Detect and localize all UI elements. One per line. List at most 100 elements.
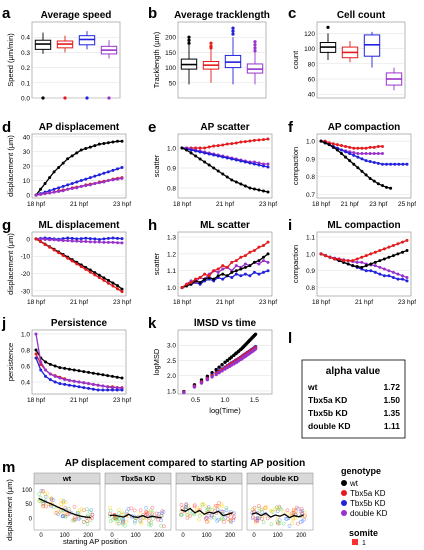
data-point	[376, 161, 380, 165]
data-point	[197, 508, 202, 512]
data-point	[387, 255, 391, 259]
data-point	[130, 514, 135, 519]
box-outlier	[209, 41, 213, 45]
data-point	[61, 237, 65, 241]
data-point	[37, 492, 42, 496]
data-point	[52, 190, 56, 194]
data-point	[111, 168, 115, 172]
data-point	[97, 276, 101, 280]
data-point	[382, 267, 386, 271]
data-point	[180, 286, 184, 290]
data-point	[124, 509, 129, 514]
alpha-table: l alpha value wt 1.72 Tbx5a KD 1.50 Tbx5b KD 1.…	[288, 330, 406, 439]
x-tick-label: 21 hpf	[341, 201, 359, 208]
data-point	[239, 159, 243, 163]
panel-label: k	[148, 315, 157, 332]
data-point	[356, 152, 360, 156]
data-point	[93, 144, 97, 148]
data-point	[214, 367, 218, 372]
data-point	[217, 501, 221, 505]
data-point	[87, 382, 91, 386]
data-point	[84, 236, 88, 240]
y-tick-label: 0.8	[306, 174, 315, 181]
table-border	[301, 359, 406, 439]
facet-plot-area	[33, 483, 101, 531]
y-tick-label: 0.4	[21, 35, 30, 42]
data-point	[261, 243, 265, 247]
data-point	[275, 519, 279, 523]
y-axis-label: displacement (µm)	[6, 135, 15, 197]
y-tick-label: 60	[308, 77, 316, 84]
data-point	[44, 368, 48, 372]
data-point	[185, 282, 189, 286]
data-point	[396, 242, 400, 246]
data-point	[230, 270, 234, 274]
data-point	[344, 155, 348, 159]
panel-label: c	[288, 5, 296, 22]
data-point	[215, 519, 220, 523]
data-point	[67, 367, 71, 371]
data-point	[75, 151, 79, 155]
data-point	[360, 146, 364, 150]
data-point	[93, 240, 97, 244]
data-point	[34, 356, 38, 360]
data-point	[248, 186, 252, 190]
data-point	[275, 509, 280, 514]
y-tick-label: 0.2	[21, 65, 30, 72]
data-point	[156, 517, 160, 522]
data-point	[225, 142, 229, 146]
data-point	[194, 149, 198, 153]
data-point	[291, 517, 295, 522]
data-point	[294, 505, 299, 510]
data-point	[203, 277, 207, 281]
data-point	[234, 141, 238, 145]
data-point	[400, 250, 404, 254]
data-point	[63, 506, 68, 510]
series-line-tbx5a	[321, 140, 383, 149]
data-point	[217, 370, 221, 375]
facet-plot-area	[104, 483, 172, 531]
data-point	[253, 332, 258, 336]
data-point	[180, 506, 185, 510]
data-point	[252, 270, 256, 274]
data-point	[67, 383, 71, 387]
data-point	[180, 512, 184, 517]
box-outlier	[253, 40, 257, 44]
data-point	[185, 148, 189, 152]
data-point	[391, 254, 395, 258]
y-tick-label: 40	[308, 92, 316, 99]
data-point	[138, 519, 143, 523]
data-point	[266, 162, 270, 166]
data-point	[61, 189, 65, 193]
data-point	[348, 145, 352, 149]
data-point	[360, 157, 364, 161]
x-tick-label: 21 hpf	[70, 299, 88, 306]
data-point	[43, 491, 48, 496]
data-point	[43, 494, 48, 499]
data-point	[84, 507, 89, 512]
panel-k: lMSD vs time k logMSD log(Time) 1.5 2.0 2.5 3.0…	[148, 315, 273, 415]
data-point	[116, 517, 121, 521]
box-outlier	[41, 96, 45, 100]
y-tick-label: 1.5	[167, 388, 176, 395]
data-point	[120, 165, 124, 169]
data-point	[373, 264, 377, 268]
data-point	[53, 510, 58, 515]
data-point	[212, 153, 216, 157]
data-point	[121, 517, 126, 522]
data-point	[346, 259, 350, 263]
data-point	[57, 189, 61, 193]
y-tick-label: 0.1	[21, 80, 30, 87]
data-point	[364, 146, 368, 150]
panel-title: Average speed	[41, 10, 112, 21]
data-point	[230, 178, 234, 182]
panel-c: Cell count c count 40 60 80 100 120	[288, 5, 406, 99]
y-axis-label: count	[291, 50, 300, 69]
x-tick-label: 23 hpf	[398, 299, 416, 306]
data-point	[380, 184, 384, 188]
data-point	[252, 260, 256, 264]
data-point	[57, 251, 61, 255]
table-row-value: 1.35	[383, 408, 400, 418]
data-point	[115, 236, 119, 240]
data-point	[106, 374, 110, 378]
